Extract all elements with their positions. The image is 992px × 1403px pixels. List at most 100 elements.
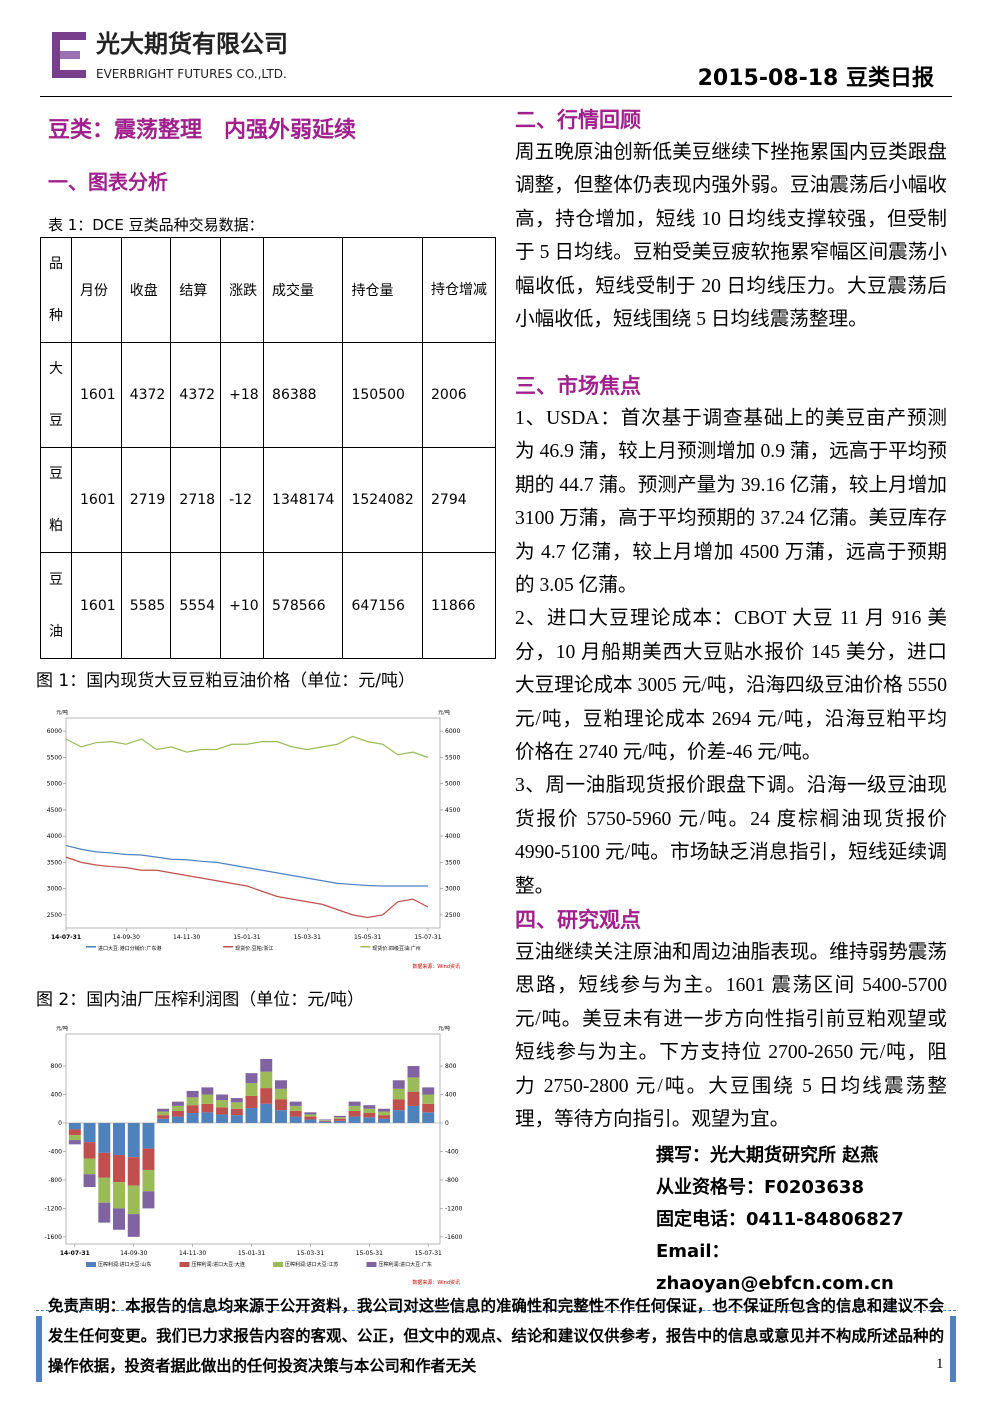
bar-segment xyxy=(333,1120,346,1123)
bar-segment xyxy=(113,1182,125,1209)
bar-segment xyxy=(333,1117,346,1119)
logo: 光大期货有限公司 EVERBRIGHT FUTURES CO.,LTD. xyxy=(52,30,288,81)
table-cell: 持仓量 xyxy=(342,237,423,343)
bar-segment xyxy=(378,1115,391,1119)
bar-segment xyxy=(407,1091,420,1106)
table-cell: 11866 xyxy=(422,552,496,659)
bar-segment xyxy=(378,1118,391,1123)
x-tick-label: 15-03-31 xyxy=(297,1250,324,1257)
y2-tick-label: 4500 xyxy=(445,807,460,814)
footer-rule xyxy=(36,1310,956,1311)
x-tick-label: 15-01-31 xyxy=(238,1250,265,1257)
bar-segment xyxy=(98,1122,111,1153)
bar-segment xyxy=(289,1110,302,1117)
company-en: EVERBRIGHT FUTURES CO.,LTD. xyxy=(96,67,287,81)
y-tick-label: 800 xyxy=(51,1063,63,1070)
bar-segment xyxy=(113,1122,125,1156)
y-tick-label: -800 xyxy=(48,1177,62,1184)
plot-frame xyxy=(65,1033,441,1245)
table-cell: 86388 xyxy=(263,342,344,448)
bar-segment xyxy=(68,1129,81,1136)
bar-segment xyxy=(98,1177,111,1203)
bar-segment xyxy=(245,1073,258,1084)
bar-segment xyxy=(319,1120,332,1122)
company-cn: 光大期货有限公司 xyxy=(95,30,288,58)
bar-segment xyxy=(260,1071,273,1089)
bar-segment xyxy=(83,1158,96,1175)
bar-segment xyxy=(378,1108,391,1112)
bar-segment xyxy=(201,1112,214,1123)
bar-segment xyxy=(304,1116,317,1120)
y2-tick-label: 0 xyxy=(445,1120,449,1127)
bar-segment xyxy=(378,1111,391,1116)
legend-label: 进口大豆:港口分销价:广东港 xyxy=(98,945,161,952)
bar-segment xyxy=(348,1110,361,1117)
legend-swatch xyxy=(366,1262,377,1267)
x-tick-label: 14-11-30 xyxy=(179,1250,206,1257)
bar-segment xyxy=(186,1105,199,1114)
bar-segment xyxy=(289,1116,302,1123)
bar-segment xyxy=(216,1114,229,1123)
author-line: Email：zhaoyan@ebfcn.com.cn xyxy=(656,1241,894,1294)
bar-segment xyxy=(171,1105,184,1111)
bar-segment xyxy=(201,1087,214,1095)
bar-segment xyxy=(171,1101,184,1106)
legend-swatch xyxy=(360,946,371,948)
table-caption: 表 1：DCE 豆类品种交易数据： xyxy=(48,216,264,234)
bar-segment xyxy=(142,1169,155,1192)
table-cell: 647156 xyxy=(342,552,423,659)
bar-segment xyxy=(333,1115,346,1118)
legend-label: 压榨利润:进口大豆:江苏 xyxy=(285,1261,338,1268)
legend-label: 压榨利润:进口大豆:大连 xyxy=(192,1261,245,1268)
bar-segment xyxy=(348,1105,361,1111)
axis-unit: 元/吨 xyxy=(56,1025,68,1032)
bar-segment xyxy=(245,1108,258,1123)
bar-segment xyxy=(216,1107,229,1115)
bar-segment xyxy=(127,1214,140,1237)
table-cell: 月份 xyxy=(71,237,122,343)
table-cell: +18 xyxy=(220,342,265,448)
y-tick-label: 5500 xyxy=(47,754,62,761)
y2-tick-label: 800 xyxy=(445,1063,457,1070)
paragraph: 3、周一油脂现货报价跟盘下调。沿海一级豆油现货报价 5750-5960 元/吨。… xyxy=(515,775,947,897)
bar-segment xyxy=(363,1108,376,1114)
axis-unit: 元/吨 xyxy=(438,709,450,716)
y-tick-label: 5000 xyxy=(47,781,62,788)
y-tick-label: 3000 xyxy=(47,886,62,893)
y-tick-label: -1200 xyxy=(45,1205,63,1212)
legend-swatch xyxy=(223,946,234,948)
paragraph: 2、进口大豆理论成本：CBOT 大豆 11 月 916 美分，10 月船期美西大… xyxy=(515,608,947,764)
table-cell: 成交量 xyxy=(263,237,344,343)
bar-segment xyxy=(83,1142,96,1159)
bar-segment xyxy=(83,1174,96,1188)
bar-segment xyxy=(230,1098,243,1103)
y2-tick-label: 3000 xyxy=(445,886,460,893)
table-cell: 4372 xyxy=(120,342,172,448)
legend-swatch xyxy=(179,1262,190,1267)
bar-segment xyxy=(363,1105,376,1109)
bar-segment xyxy=(422,1103,435,1113)
bar-segment xyxy=(289,1101,302,1106)
data-line xyxy=(65,735,429,758)
author-line: 从业资格号：F0203638 xyxy=(656,1177,864,1198)
x-tick-label: 14-09-30 xyxy=(113,934,140,941)
table-cell: 1601 xyxy=(71,552,122,659)
bar-segment xyxy=(392,1080,405,1089)
bar-segment xyxy=(201,1094,214,1104)
bar-segment xyxy=(348,1101,361,1106)
bar-segment xyxy=(157,1115,170,1119)
section-title: 二、行情回顾 xyxy=(515,108,641,132)
bar-segment xyxy=(304,1112,317,1115)
author-block: 撰写：光大期货研究所 赵燕 从业资格号：F0203638 固定电话：0411-848… xyxy=(656,1140,946,1300)
axis-unit: 元/吨 xyxy=(438,1025,450,1032)
table-cell: 品种 xyxy=(40,237,72,343)
table-cell: 豆粕 xyxy=(40,447,72,553)
y2-tick-label: 4000 xyxy=(445,833,460,840)
bar-segment xyxy=(201,1103,214,1113)
bar-segment xyxy=(113,1155,125,1183)
legend-label: 压榨利润:进口大豆:山东 xyxy=(98,1261,151,1268)
bar-segment xyxy=(274,1088,287,1100)
table-cell: 持仓增减 xyxy=(422,237,496,343)
x-tick-label: 15-07-31 xyxy=(415,1250,442,1257)
